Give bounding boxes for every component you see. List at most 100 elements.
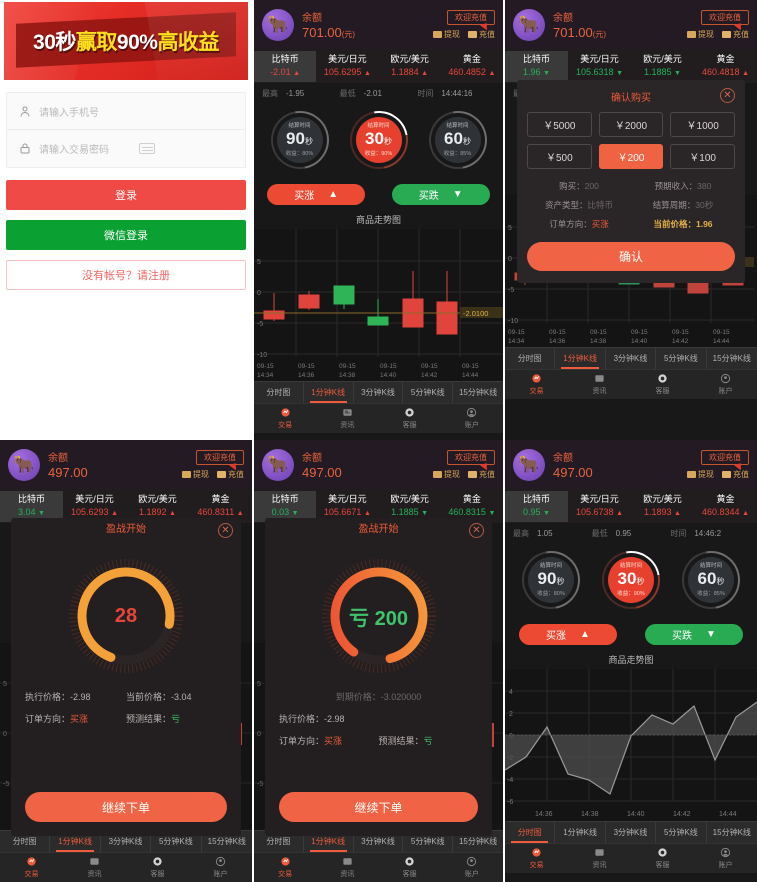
- avatar[interactable]: 🐂: [513, 448, 545, 481]
- withdraw-link[interactable]: 提现: [433, 469, 460, 480]
- amount-option-200[interactable]: ￥200: [598, 144, 664, 169]
- buy-down-button[interactable]: 买跌 ▼: [645, 623, 743, 645]
- tab-15min[interactable]: 15分钟K线: [712, 354, 751, 363]
- continue-order-button[interactable]: 继续下单: [25, 792, 227, 822]
- close-icon[interactable]: ✕: [218, 523, 233, 538]
- nav-item-account[interactable]: 账户: [189, 853, 252, 882]
- buy-up-button[interactable]: 买涨 ▲: [519, 623, 617, 645]
- duration-dial-60[interactable]: 结算时间 60秒 收益：85%: [417, 99, 498, 181]
- ticker-item-usdjpy[interactable]: 美元/日元 105.6293 ▲: [71, 493, 118, 517]
- avatar[interactable]: 🐂: [262, 8, 294, 41]
- buy-down-button[interactable]: 买跌 ▼: [391, 183, 490, 205]
- ticker-item-eurusd[interactable]: 欧元/美元 1.1892 ▲: [138, 493, 177, 517]
- tab-1min[interactable]: 1分钟K线: [50, 831, 101, 852]
- tab-timeshare[interactable]: 分时图: [0, 831, 51, 852]
- duration-dial-60[interactable]: 结算时间 60秒 收益：85%: [670, 539, 752, 621]
- avatar[interactable]: 🐂: [262, 448, 294, 481]
- tab-15min[interactable]: 15分钟K线: [712, 828, 751, 837]
- tab-timeshare[interactable]: 分时图: [505, 348, 556, 369]
- withdraw-link[interactable]: 提现: [182, 469, 209, 480]
- register-link[interactable]: 没有帐号？请注册: [6, 260, 246, 290]
- password-field[interactable]: 请输入交易密码: [7, 130, 245, 167]
- recharge-pill[interactable]: 欢迎充值: [196, 449, 244, 465]
- ticker-item-gold[interactable]: 黄金 460.8315 ▼: [448, 493, 496, 517]
- nav-item-news[interactable]: 资讯: [568, 844, 631, 873]
- tab-timeshare[interactable]: 分时图: [505, 822, 556, 843]
- duration-dial-30[interactable]: 结算时间 30秒 收益：90%: [590, 539, 672, 621]
- confirm-button[interactable]: 确认: [527, 242, 735, 271]
- tab-5min[interactable]: 5分钟K线: [403, 831, 454, 852]
- deposit-link[interactable]: 充值: [722, 29, 749, 40]
- tab-15min[interactable]: 15分钟K线: [207, 837, 246, 846]
- ticker-item-eurusd[interactable]: 欧元/美元 1.1884 ▲: [379, 51, 441, 82]
- withdraw-link[interactable]: 提现: [433, 29, 460, 40]
- ticker-item-usdjpy[interactable]: 美元/日元 105.6671 ▲: [323, 493, 371, 517]
- avatar[interactable]: 🐂: [8, 448, 40, 481]
- ticker-item-btc[interactable]: 比特币 0.03 ▼: [254, 490, 317, 522]
- buy-up-button[interactable]: 买涨 ▲: [267, 183, 366, 205]
- duration-dial-90[interactable]: 结算时间 90秒 收益：80%: [259, 99, 340, 181]
- tab-3min[interactable]: 3分钟K线: [606, 348, 657, 369]
- tab-5min[interactable]: 5分钟K线: [656, 348, 707, 369]
- show-password-icon[interactable]: [139, 143, 155, 154]
- tab-5min[interactable]: 5分钟K线: [403, 382, 454, 403]
- ticker-item-usdjpy[interactable]: 美元/日元 105.6295 ▲: [316, 51, 378, 82]
- ticker-item-btc[interactable]: 比特币 1.96 ▼: [505, 50, 568, 82]
- tab-1min[interactable]: 1分钟K线: [304, 831, 354, 852]
- tab-15min[interactable]: 15分钟K线: [458, 837, 498, 846]
- nav-item-account[interactable]: 账户: [441, 404, 503, 433]
- ticker-item-eurusd[interactable]: 欧元/美元 1.1893 ▲: [643, 493, 682, 517]
- tab-3min[interactable]: 3分钟K线: [354, 831, 404, 852]
- ticker-item-gold[interactable]: 黄金 460.4852 ▲: [441, 51, 503, 82]
- tab-timeshare[interactable]: 分时图: [254, 831, 304, 852]
- tab-timeshare[interactable]: 分时图: [254, 382, 304, 403]
- ticker-item-btc[interactable]: 比特币 0.95 ▼: [505, 490, 568, 522]
- nav-item-support[interactable]: 客服: [379, 853, 441, 882]
- nav-item-trade[interactable]: 交易: [0, 853, 63, 882]
- avatar[interactable]: 🐂: [513, 8, 545, 41]
- close-icon[interactable]: ✕: [720, 88, 735, 103]
- phone-field[interactable]: 请输入手机号: [7, 93, 245, 130]
- continue-order-button[interactable]: 继续下单: [279, 792, 478, 822]
- tab-5min[interactable]: 5分钟K线: [151, 831, 202, 852]
- deposit-link[interactable]: 充值: [722, 469, 749, 480]
- recharge-pill[interactable]: 欢迎充值: [447, 449, 495, 465]
- deposit-link[interactable]: 充值: [468, 469, 495, 480]
- tab-15min[interactable]: 15分钟K线: [458, 388, 498, 397]
- ticker-item-gold[interactable]: 黄金 460.8344 ▲: [702, 493, 749, 517]
- nav-item-news[interactable]: 资讯: [316, 404, 378, 433]
- ticker-item-btc[interactable]: 比特币 -2.01 ▲: [254, 50, 317, 82]
- nav-item-account[interactable]: 账户: [694, 844, 757, 873]
- tab-3min[interactable]: 3分钟K线: [354, 382, 404, 403]
- nav-item-trade[interactable]: 交易: [254, 853, 316, 882]
- nav-item-trade[interactable]: 交易: [505, 844, 568, 873]
- nav-item-news[interactable]: 资讯: [63, 853, 126, 882]
- recharge-pill[interactable]: 欢迎充值: [701, 9, 749, 25]
- nav-item-account[interactable]: 账户: [694, 370, 757, 399]
- nav-item-support[interactable]: 客服: [631, 370, 694, 399]
- ticker-item-gold[interactable]: 黄金 460.8311 ▲: [197, 493, 244, 517]
- tab-1min[interactable]: 1分钟K线: [555, 822, 606, 843]
- ticker-item-usdjpy[interactable]: 美元/日元 105.6738 ▲: [576, 493, 623, 517]
- duration-dial-30[interactable]: 结算时间 30秒 收益：90%: [338, 99, 419, 181]
- tab-3min[interactable]: 3分钟K线: [606, 822, 657, 843]
- duration-dial-90[interactable]: 结算时间 90秒 收益：80%: [510, 539, 592, 621]
- ticker-item-eurusd[interactable]: 欧元/美元 1.1885 ▼: [390, 493, 429, 517]
- ticker-item-gold[interactable]: 黄金 460.4818 ▲: [694, 51, 757, 82]
- recharge-pill[interactable]: 欢迎充值: [447, 9, 495, 25]
- nav-item-support[interactable]: 客服: [126, 853, 189, 882]
- withdraw-link[interactable]: 提现: [687, 469, 714, 480]
- amount-option-500[interactable]: ￥500: [527, 144, 592, 169]
- tab-5min[interactable]: 5分钟K线: [656, 822, 707, 843]
- nav-item-account[interactable]: 账户: [441, 853, 503, 882]
- deposit-link[interactable]: 充值: [468, 29, 495, 40]
- nav-item-news[interactable]: 资讯: [568, 370, 631, 399]
- nav-item-news[interactable]: 资讯: [316, 853, 378, 882]
- amount-option-1000[interactable]: ￥1000: [670, 112, 735, 137]
- login-button[interactable]: 登录: [6, 180, 246, 210]
- withdraw-link[interactable]: 提现: [687, 29, 714, 40]
- amount-option-5000[interactable]: ￥5000: [527, 112, 592, 137]
- nav-item-support[interactable]: 客服: [631, 844, 694, 873]
- nav-item-support[interactable]: 客服: [379, 404, 441, 433]
- nav-item-trade[interactable]: 交易: [254, 404, 316, 433]
